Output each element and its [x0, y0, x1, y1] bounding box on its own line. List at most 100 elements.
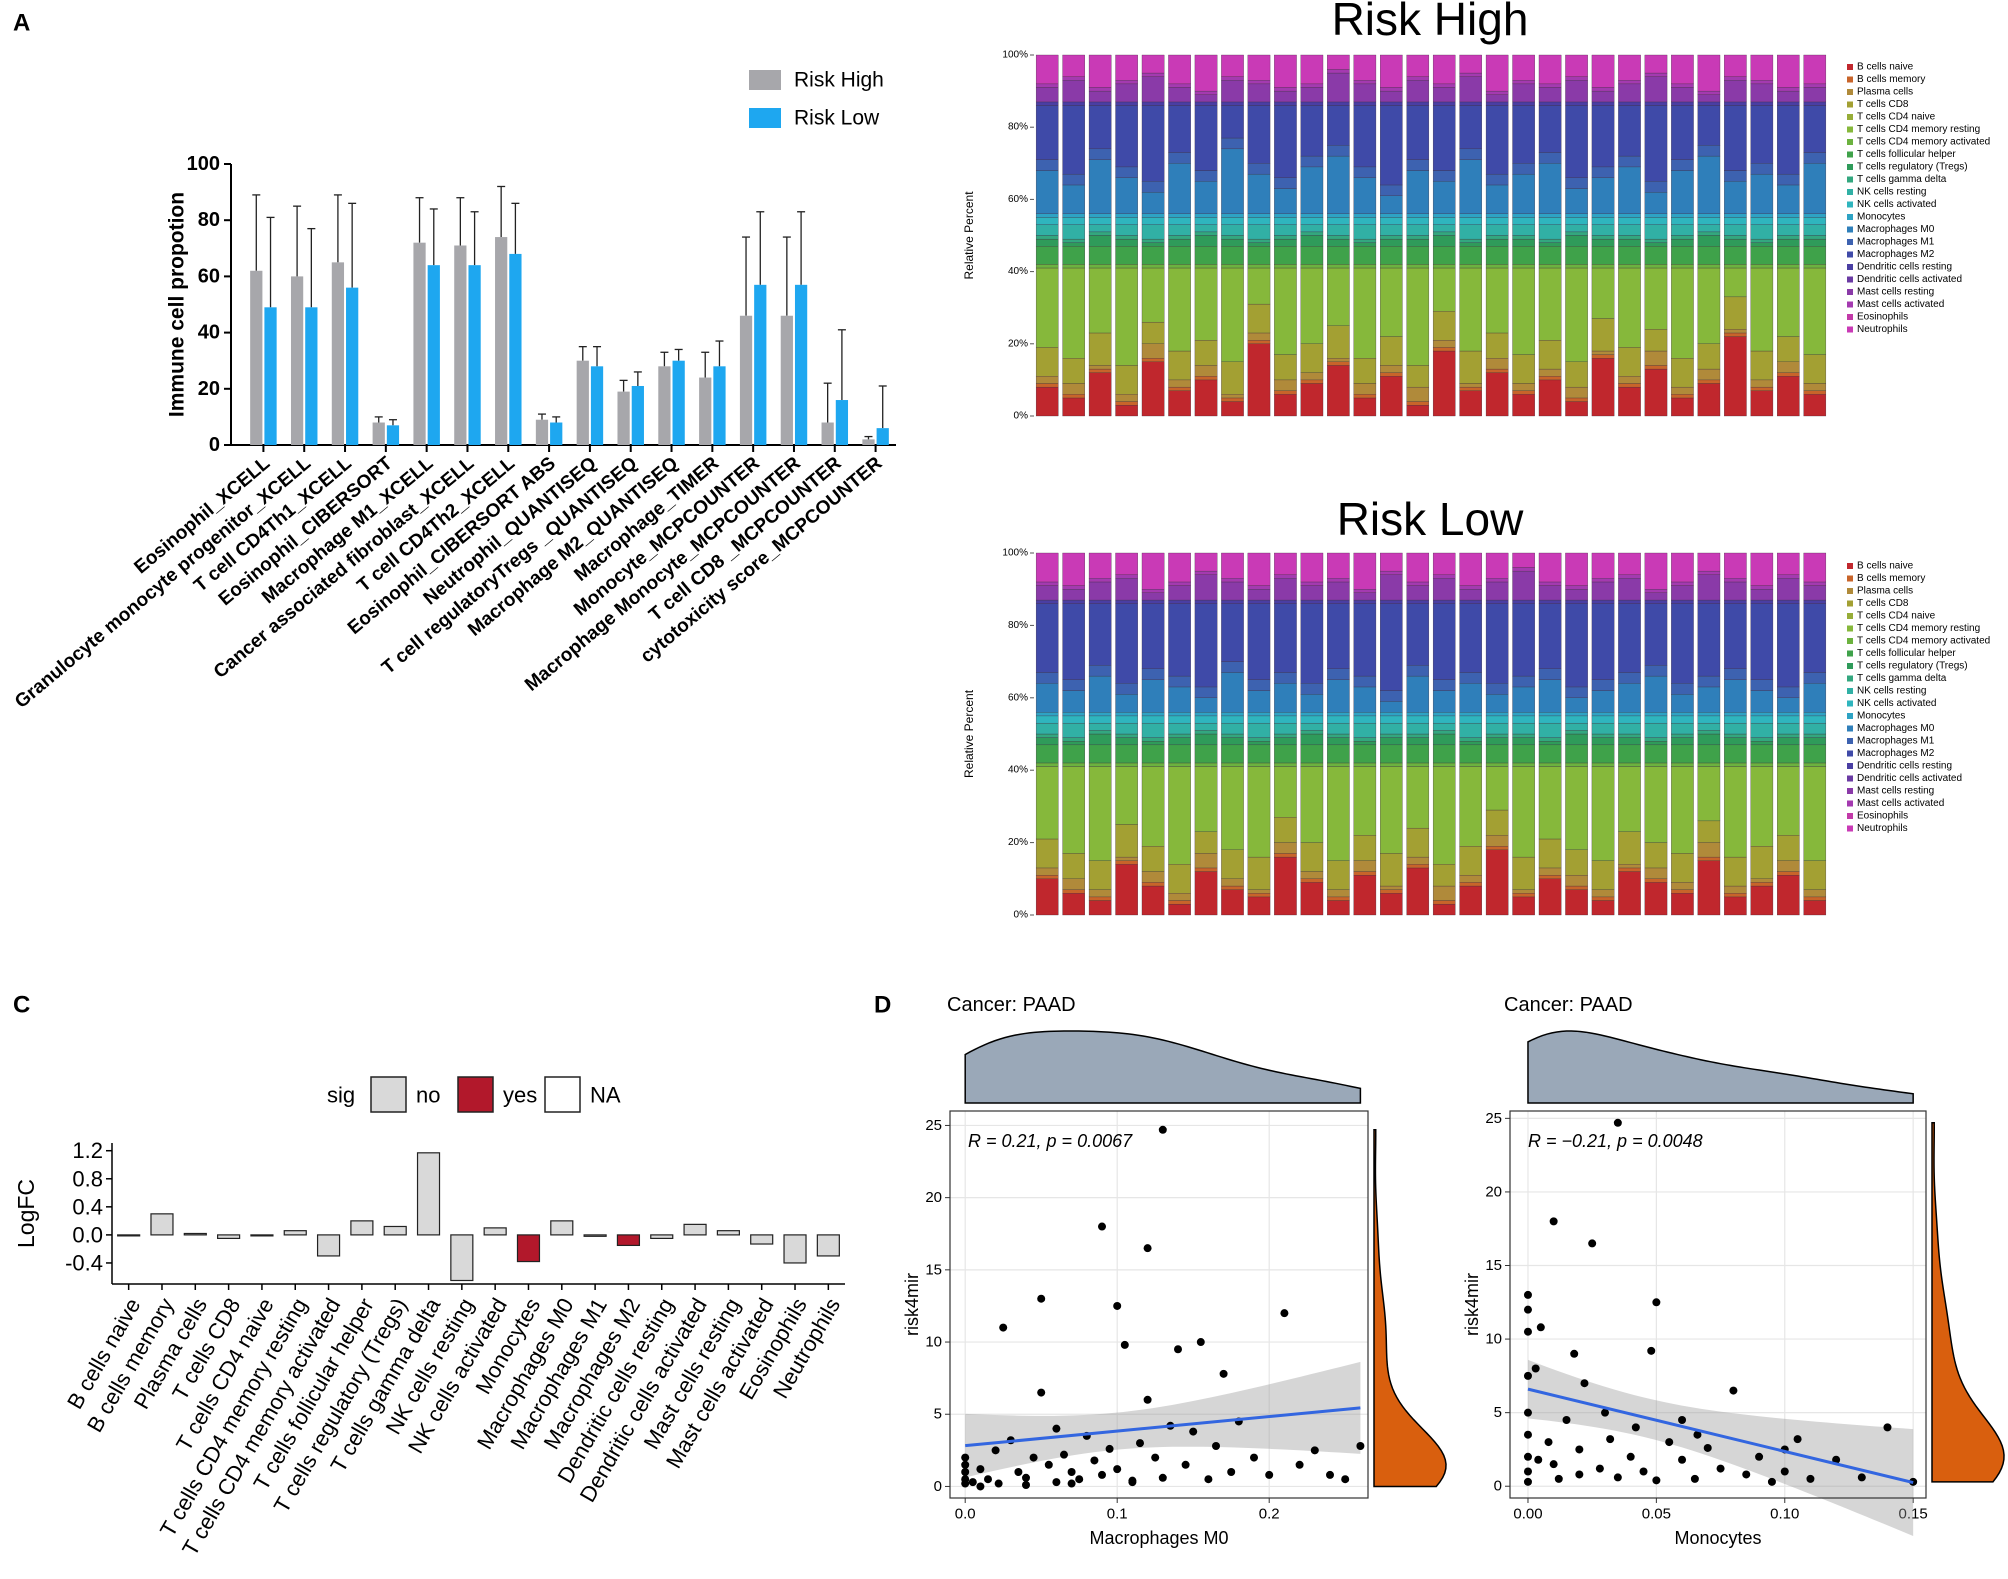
bar-segment: [1591, 712, 1615, 717]
bar-segment: [1432, 264, 1456, 269]
legend-swatch: [749, 70, 781, 90]
bar-segment: [1247, 163, 1271, 175]
bar-segment: [1644, 350, 1668, 366]
bar-segment: [1485, 358, 1509, 370]
bar-segment: [1062, 679, 1085, 691]
bar-segment: [1432, 170, 1456, 182]
bar-segment: [1432, 213, 1456, 218]
bar-segment: [1062, 737, 1085, 742]
bar-segment: [1750, 224, 1774, 240]
bar: [290, 276, 304, 445]
bar-segment: [1406, 712, 1430, 717]
bar: [699, 377, 712, 445]
bar-segment: [1618, 733, 1641, 738]
bar-segment: [1750, 878, 1774, 883]
point: [1067, 1468, 1076, 1477]
point: [1693, 1430, 1702, 1439]
bar-segment: [1803, 581, 1827, 586]
bar-segment: [1485, 54, 1509, 92]
bar-segment: [1538, 217, 1562, 225]
bar-segment: [1035, 224, 1059, 236]
bar-segment: [1300, 246, 1324, 265]
bar-segment: [1432, 347, 1456, 352]
bar-segment: [1062, 267, 1085, 359]
y-tick-label: 15: [1485, 1257, 1502, 1274]
bar: [683, 1223, 707, 1236]
bar-segment: [1353, 744, 1377, 764]
bar-segment: [1671, 766, 1694, 854]
bar-segment: [1459, 589, 1482, 601]
bar-segment: [1803, 860, 1827, 890]
bar-segment: [1697, 368, 1721, 381]
bar-segment: [1591, 217, 1615, 225]
bar-segment: [1194, 90, 1218, 95]
density-x: [1527, 1030, 1914, 1104]
bar-segment: [1671, 386, 1694, 395]
bar-segment: [1327, 105, 1350, 146]
bar-segment: [1168, 267, 1191, 352]
bar-segment: [1591, 354, 1615, 359]
bar-segment: [1247, 217, 1271, 225]
bar-segment: [1538, 213, 1562, 218]
point: [1022, 1481, 1030, 1490]
legend-swatch: [1847, 226, 1853, 233]
bar-segment: [1697, 599, 1721, 604]
bar-segment: [1247, 856, 1271, 890]
bar-segment: [1644, 744, 1668, 764]
bar-segment: [1512, 856, 1535, 890]
bar-segment: [1035, 878, 1059, 916]
point: [1606, 1435, 1615, 1444]
bar-segment: [1168, 893, 1191, 901]
bar-segment: [1035, 264, 1059, 269]
bar: [413, 242, 426, 445]
bar-segment: [1247, 741, 1271, 746]
bar-segment: [1353, 80, 1377, 85]
bar-segment: [1274, 217, 1297, 225]
bar-segment: [1380, 733, 1403, 738]
bar-segment: [1803, 683, 1827, 713]
bar-segment: [1035, 238, 1059, 247]
bar-segment: [1247, 267, 1271, 305]
legend-swatch: [1847, 289, 1853, 295]
bar-segment: [1380, 762, 1403, 767]
bar-segment: [1274, 817, 1297, 843]
bar-segment: [1062, 397, 1085, 417]
bar-segment: [1512, 105, 1535, 164]
bar-segment: [1327, 101, 1350, 106]
bar-segment: [1035, 235, 1059, 240]
bar-segment: [1327, 744, 1350, 764]
bar-segment: [1380, 87, 1403, 92]
bar-segment: [1141, 722, 1165, 738]
bar-segment: [1088, 715, 1112, 724]
bar-segment: [1327, 599, 1350, 604]
bar-segment: [1671, 213, 1694, 218]
bar-segment: [1485, 846, 1509, 850]
bar-segment: [1618, 715, 1641, 724]
bar-segment: [1459, 715, 1482, 724]
bar-segment: [1221, 148, 1244, 214]
bar-segment: [1088, 264, 1112, 269]
bar-segment: [1406, 715, 1430, 724]
legend-swatch: [749, 108, 781, 128]
bar: [316, 1234, 341, 1257]
bar-segment: [1432, 54, 1456, 85]
point: [991, 1446, 1000, 1455]
bar-segment: [1406, 856, 1430, 865]
bar-segment: [1035, 766, 1059, 840]
bar-segment: [1194, 379, 1218, 417]
bar-segment: [1300, 744, 1324, 764]
bar-segment: [1485, 578, 1509, 583]
bar-segment: [1618, 238, 1641, 247]
bar-segment: [1618, 737, 1641, 746]
y-tick-label: 20%: [1008, 837, 1028, 848]
chart-title: Risk High: [1332, 0, 1529, 45]
y-tick-label: 40%: [1008, 765, 1028, 776]
bar-segment: [1803, 163, 1827, 214]
bar-segment: [1777, 361, 1800, 373]
bar-segment: [1221, 581, 1244, 601]
bar-segment: [1591, 599, 1615, 604]
bar-segment: [1591, 54, 1615, 88]
bar-segment: [1300, 603, 1324, 684]
bar-segment: [1353, 101, 1377, 106]
legend-label: Macrophages M0: [1857, 224, 1935, 235]
